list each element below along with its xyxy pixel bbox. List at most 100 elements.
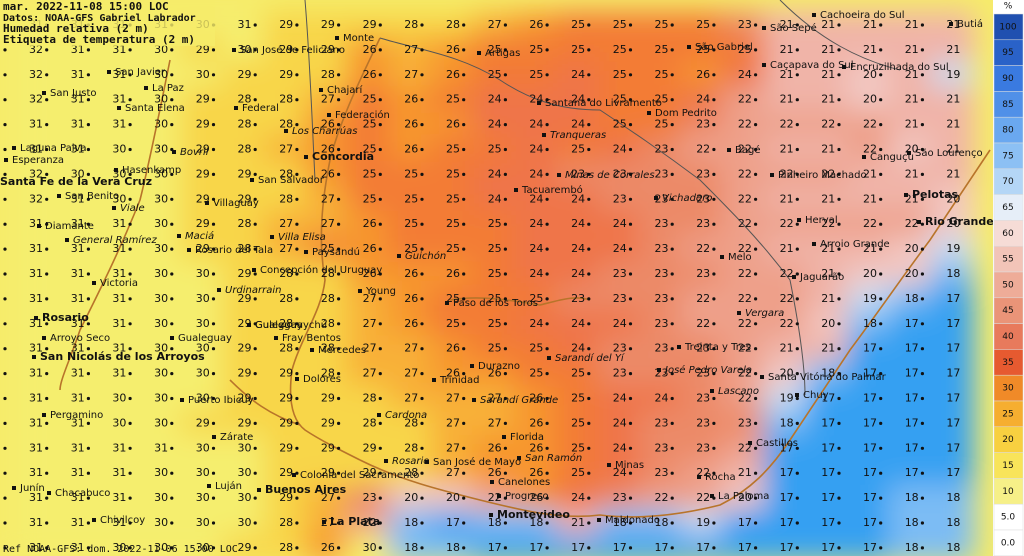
field-cell xyxy=(805,111,850,139)
field-cell xyxy=(346,235,391,263)
temp-label: 17 xyxy=(780,516,794,529)
temp-label: 26 xyxy=(321,541,335,554)
place-marker xyxy=(327,113,331,117)
temp-label: 22 xyxy=(821,167,835,180)
station-dot xyxy=(295,172,299,176)
temp-label: 25 xyxy=(738,43,752,56)
temp-label: 23 xyxy=(613,342,627,355)
temp-label: 24 xyxy=(571,192,585,205)
field-cell xyxy=(138,534,182,556)
temp-label: 28 xyxy=(404,466,418,479)
temp-label: 28 xyxy=(404,18,418,31)
temp-label: 29 xyxy=(238,541,252,554)
temp-label: 22 xyxy=(738,143,752,156)
place-label: São Gabriel xyxy=(695,42,753,53)
place-marker xyxy=(205,201,209,205)
station-dot xyxy=(45,347,49,351)
station-dot xyxy=(45,272,49,276)
field-cell xyxy=(596,185,641,213)
field-cell xyxy=(805,136,850,163)
station-dot xyxy=(420,496,424,500)
field-cell xyxy=(13,285,57,313)
field-cell xyxy=(555,111,599,139)
field-cell xyxy=(263,136,308,163)
temp-label: 25 xyxy=(571,441,585,454)
station-dot xyxy=(920,396,925,401)
field-cell xyxy=(430,235,474,263)
temp-label: 17 xyxy=(821,392,835,405)
temp-label: 31 xyxy=(71,416,85,429)
temp-label: 24 xyxy=(613,217,627,230)
station-dot xyxy=(628,421,633,425)
station-dot xyxy=(337,272,341,276)
temp-label: 17 xyxy=(738,541,752,554)
station-dot xyxy=(545,546,549,550)
temp-label: 20 xyxy=(404,491,418,504)
field-cell xyxy=(263,61,308,89)
place-label: Fray Bentos xyxy=(282,333,341,344)
temp-label: 28 xyxy=(363,416,377,429)
station-dot xyxy=(712,222,716,226)
temp-label: 30 xyxy=(196,367,210,380)
field-cell xyxy=(179,534,224,556)
station-dot xyxy=(795,272,799,276)
temp-label: 31 xyxy=(112,292,126,305)
temp-label: 30 xyxy=(196,491,210,504)
place-label: Los Charrúas xyxy=(292,125,357,137)
temp-label: 28 xyxy=(321,317,335,330)
field-cell xyxy=(805,160,850,188)
field-cell xyxy=(179,509,224,537)
field-cell xyxy=(388,210,433,238)
station-dot xyxy=(211,347,216,351)
station-dot xyxy=(337,521,341,525)
field-cell xyxy=(722,61,766,89)
station-dot xyxy=(712,23,716,27)
station-dot xyxy=(754,471,758,475)
station-dot xyxy=(337,372,341,376)
place-marker xyxy=(697,475,701,479)
place-label: Colonia del Sacramento xyxy=(300,470,419,481)
temp-label: 17 xyxy=(946,466,960,479)
station-dot xyxy=(503,272,507,276)
field-cell xyxy=(888,285,933,313)
temp-label: 17 xyxy=(696,541,710,554)
station-dot xyxy=(45,521,49,525)
station-dot xyxy=(712,546,716,550)
field-cell xyxy=(179,185,224,213)
field-cell xyxy=(263,385,308,412)
station-dot xyxy=(128,247,132,251)
station-dot xyxy=(128,222,132,226)
station-dot xyxy=(378,347,382,351)
station-dot xyxy=(462,197,466,201)
place-marker xyxy=(34,316,38,320)
temp-label: 17 xyxy=(821,416,835,429)
place-marker xyxy=(497,494,501,498)
field-cell xyxy=(388,484,433,512)
station-dot xyxy=(86,446,90,450)
station-dot xyxy=(628,123,633,127)
field-cell xyxy=(388,136,433,163)
station-dot xyxy=(337,23,341,27)
temp-label: 23 xyxy=(571,292,585,305)
station-dot xyxy=(462,147,466,152)
field-cell xyxy=(805,534,850,556)
field-cell xyxy=(805,260,850,288)
field-cell xyxy=(221,86,266,114)
station-dot xyxy=(795,496,799,500)
temp-label: 27 xyxy=(363,292,377,305)
temp-label: 25 xyxy=(488,317,502,330)
temp-label: 24 xyxy=(571,267,585,280)
field-cell xyxy=(305,385,349,412)
station-dot xyxy=(295,396,299,401)
station-dot xyxy=(128,172,132,176)
field-cell xyxy=(13,484,57,512)
temp-label: 31 xyxy=(71,68,85,81)
temp-label: 30 xyxy=(154,43,168,56)
temp-label: 18 xyxy=(821,367,835,380)
station-dot xyxy=(86,396,90,401)
field-cell xyxy=(638,260,683,288)
field-cell xyxy=(430,310,474,338)
temp-label: 21 xyxy=(946,18,960,31)
place-marker xyxy=(654,196,658,200)
temp-label: 18 xyxy=(404,541,418,554)
